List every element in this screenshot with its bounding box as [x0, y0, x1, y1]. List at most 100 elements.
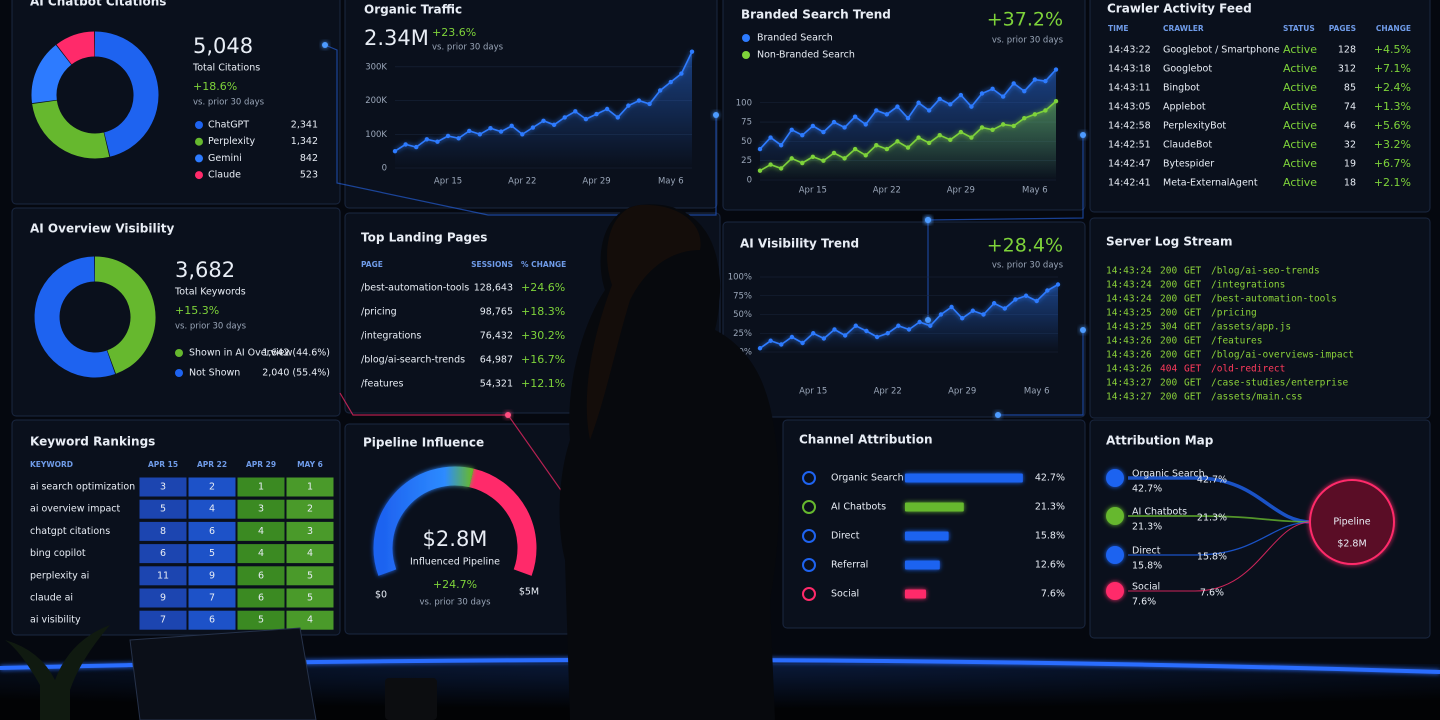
point: [821, 158, 826, 163]
log-cell: GET: [1184, 336, 1201, 347]
connector-dot: [1080, 327, 1086, 333]
table-cell: PerplexityBot: [1163, 121, 1226, 132]
flow-value: 15.8%: [1197, 552, 1227, 563]
table-cell: ai overview impact: [30, 504, 121, 515]
x-tick-label: May 6: [658, 177, 684, 187]
point: [831, 119, 837, 125]
flow: [1128, 476, 1313, 524]
log-cell: 14:43:25: [1106, 308, 1152, 319]
log-cell: GET: [1184, 294, 1201, 305]
rank-cell: [285, 520, 335, 542]
point: [668, 79, 673, 85]
table-header: SESSIONS: [471, 260, 513, 269]
table-cell: 14:42:51: [1108, 140, 1151, 151]
donut-segment: [56, 31, 96, 65]
point: [821, 336, 827, 341]
point: [1032, 112, 1038, 117]
log-cell: GET: [1184, 364, 1201, 375]
point: [969, 104, 974, 109]
kpi-change: +24.7%: [433, 578, 477, 591]
flow-value: 7.6%: [1200, 588, 1224, 599]
kpi-period: vs. prior 30 days: [175, 322, 247, 332]
table-header: APR 15: [148, 460, 178, 469]
point: [884, 112, 890, 117]
point: [917, 319, 922, 325]
log-cell: 14:43:25: [1106, 322, 1152, 333]
table-header: % CHANGE: [521, 260, 566, 269]
node: [1106, 469, 1124, 487]
table-cell: Active: [1283, 100, 1317, 113]
channel-value: 42.7%: [1035, 473, 1065, 484]
panel-title: Organic Traffic: [364, 3, 462, 17]
log-cell: 14:43:26: [1106, 350, 1152, 361]
point: [938, 312, 944, 317]
donut-segment: [32, 99, 110, 159]
rank-value: 6: [258, 570, 264, 581]
y-tick-label: 25: [741, 156, 752, 166]
plant: [5, 625, 110, 720]
log-cell: GET: [1184, 280, 1201, 291]
point: [981, 312, 986, 317]
connector-dot: [925, 317, 931, 323]
point: [811, 331, 816, 336]
rank-value: 4: [307, 615, 313, 626]
rank-cell: [138, 476, 188, 498]
y-tick-label: 100: [736, 98, 752, 108]
log-cell: GET: [1184, 350, 1201, 361]
rank-value: 1: [307, 482, 313, 493]
rank-value: 5: [307, 593, 313, 604]
kpi-change: +37.2%: [987, 9, 1063, 31]
connector-dot: [713, 112, 719, 118]
rank-value: 6: [160, 548, 166, 559]
x-tick-label: Apr 15: [434, 177, 462, 187]
table-cell: +6.7%: [1374, 157, 1411, 170]
point: [626, 103, 631, 108]
kpi-change: +18.6%: [193, 80, 237, 93]
rank-cell: [138, 498, 188, 520]
rank-value: 3: [258, 504, 264, 515]
rank-cell: [138, 520, 188, 542]
log-cell: 14:43:27: [1106, 392, 1152, 403]
table-cell: 98,765: [480, 307, 513, 318]
table-cell: +18.3%: [521, 305, 565, 318]
target-node: [1309, 479, 1395, 565]
point: [874, 108, 879, 113]
point: [864, 328, 869, 334]
y-tick-label: 100K: [365, 130, 387, 140]
target-value: $2.8M: [1337, 539, 1366, 550]
channel-name: Referral: [831, 560, 868, 571]
log-cell: GET: [1184, 392, 1201, 403]
log-cell: GET: [1184, 308, 1201, 319]
table-header: CHANGE: [1376, 24, 1411, 33]
point: [779, 342, 784, 347]
node-name: Direct: [1132, 546, 1161, 557]
point: [414, 144, 419, 150]
x-tick-label: Apr 15: [799, 387, 827, 397]
channel-name: Organic Search: [831, 473, 904, 484]
table-cell: Googlebot / Smartphone: [1163, 45, 1280, 56]
y-tick-label: 50: [741, 137, 752, 147]
y-tick-label: 75%: [733, 291, 752, 301]
rank-cell: [187, 498, 237, 520]
panel-title: AI Visibility Trend: [740, 237, 859, 251]
point: [926, 140, 932, 146]
rank-cell: [285, 565, 335, 587]
connector: [324, 44, 717, 216]
point: [435, 139, 440, 144]
hair: [586, 204, 701, 440]
point: [916, 135, 921, 140]
legend-value: 1,642 (44.6%): [262, 348, 330, 359]
table-header: MAY 6: [297, 460, 323, 469]
log-cell: 200: [1160, 294, 1177, 305]
log-cell: 14:43:26: [1106, 336, 1152, 347]
point: [842, 125, 847, 130]
panel: [1089, 419, 1431, 639]
kpi-label: Total Citations: [192, 63, 260, 74]
point: [1043, 78, 1048, 84]
gauge-max: $5M: [519, 587, 539, 598]
table-cell: perplexity ai: [30, 570, 89, 581]
point: [403, 142, 408, 147]
target-name: Pipeline: [1333, 517, 1370, 528]
table-header: PAGE: [361, 260, 383, 269]
